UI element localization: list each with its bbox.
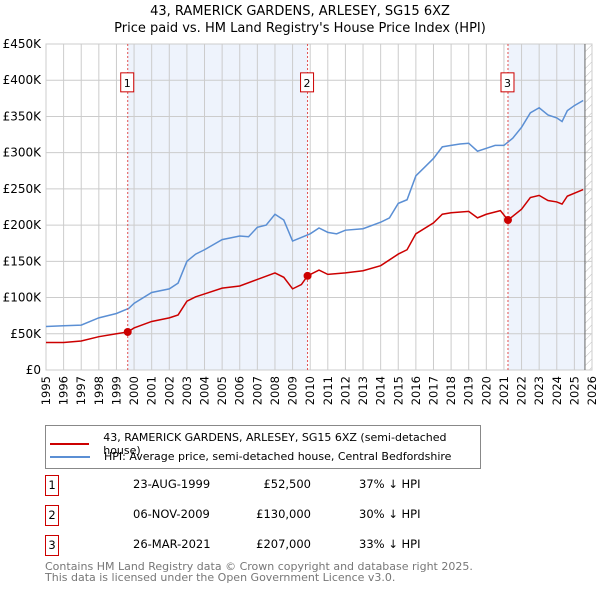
- y-tick-label: £150K: [3, 254, 43, 268]
- price-chart: 1995 1996 1997 1998 1999 2000 2001 2002 2003 2004…: [3, 37, 599, 405]
- sale-number: 3: [45, 535, 59, 556]
- sale-hpi-diff: 37% ↓ HPI: [359, 477, 421, 491]
- x-tick-label: 1995: [39, 376, 53, 405]
- sale-price: £130,000: [256, 507, 311, 521]
- y-tick-label: £0: [26, 363, 41, 377]
- sale-point: [303, 271, 312, 280]
- x-tick-label: 2008: [268, 376, 282, 405]
- legend-swatch-blue: [50, 455, 90, 458]
- x-tick-label: 2016: [409, 376, 423, 405]
- sale-date: 26-MAR-2021: [133, 537, 211, 551]
- x-tick-label: 2023: [532, 376, 546, 405]
- series-line: [46, 188, 584, 344]
- x-tick-label: 2006: [233, 376, 247, 405]
- sale-number: 1: [45, 475, 59, 496]
- sale-marker-box: [120, 72, 135, 93]
- sale-marker-label: 1: [124, 77, 131, 90]
- x-tick-label: 2013: [356, 376, 370, 405]
- footer-copyright: Contains HM Land Registry data © Crown c…: [45, 560, 473, 573]
- sale-hpi-diff: 30% ↓ HPI: [359, 507, 421, 521]
- x-tick-label: 2012: [338, 376, 352, 405]
- x-tick-label: 2005: [215, 376, 229, 405]
- x-tick-label: 2002: [162, 376, 176, 405]
- x-tick-label: 2001: [145, 376, 159, 405]
- x-tick-label: 2010: [303, 376, 317, 405]
- x-tick-label: 1996: [57, 376, 71, 405]
- table-row: 2 06-NOV-2009 £130,000 30% ↓ HPI: [45, 505, 445, 526]
- sale-point: [503, 216, 512, 225]
- legend-label: 43, RAMERICK GARDENS, ARLESEY, SG15 6XZ …: [103, 431, 447, 457]
- x-tick-label: 2017: [426, 376, 440, 405]
- y-tick-label: £100K: [3, 291, 43, 305]
- sale-marker-box: [300, 72, 315, 93]
- sale-point: [123, 327, 132, 336]
- sale-date: 06-NOV-2009: [133, 507, 210, 521]
- plot-border: [45, 43, 593, 371]
- shaded-region: [127, 44, 308, 370]
- y-tick-label: £300K: [3, 146, 43, 160]
- x-tick-label: 2024: [550, 376, 564, 405]
- y-tick-label: £200K: [3, 218, 43, 232]
- shaded-region: [507, 44, 585, 370]
- y-tick-label: £250K: [3, 182, 43, 196]
- sale-price: £207,000: [256, 537, 311, 551]
- x-tick-label: 2019: [462, 376, 476, 405]
- x-tick-label: 2026: [585, 376, 599, 405]
- footer: Contains HM Land Registry data © Crown c…: [45, 561, 473, 583]
- x-tick-label: 1999: [109, 376, 123, 405]
- sale-marker-label: 3: [504, 77, 511, 90]
- legend-swatch-red: [50, 443, 90, 445]
- x-tick-label: 2003: [180, 376, 194, 405]
- chart-subtitle: Price paid vs. HM Land Registry's House …: [114, 21, 486, 36]
- series-line: [45, 99, 584, 328]
- legend: 43, RAMERICK GARDENS, ARLESEY, SG15 6XZ …: [45, 425, 481, 469]
- x-tick-label: 2021: [497, 376, 511, 405]
- sale-hpi-diff: 33% ↓ HPI: [359, 537, 421, 551]
- legend-item-price: 43, RAMERICK GARDENS, ARLESEY, SG15 6XZ …: [50, 431, 480, 457]
- sale-number: 2: [45, 505, 59, 526]
- y-tick-label: £50K: [10, 327, 42, 341]
- y-tick-label: £400K: [3, 73, 43, 87]
- x-tick-label: 2022: [515, 376, 529, 405]
- x-tick-label: 2015: [391, 376, 405, 405]
- table-row: 1 23-AUG-1999 £52,500 37% ↓ HPI: [45, 475, 445, 496]
- x-tick-label: 2020: [479, 376, 493, 405]
- chart-title: 43, RAMERICK GARDENS, ARLESEY, SG15 6XZ: [150, 4, 450, 19]
- x-tick-label: 2000: [127, 376, 141, 405]
- forecast-hatch: [584, 44, 592, 370]
- footer-licence: This data is licensed under the Open Gov…: [45, 571, 396, 584]
- x-tick-label: 2004: [198, 376, 212, 405]
- x-tick-label: 2011: [321, 376, 335, 405]
- table-row: 3 26-MAR-2021 £207,000 33% ↓ HPI: [45, 535, 445, 556]
- x-tick-label: 1997: [74, 376, 88, 405]
- x-tick-label: 2009: [286, 376, 300, 405]
- x-tick-label: 2007: [250, 376, 264, 405]
- x-tick-label: 1998: [92, 376, 106, 405]
- y-tick-label: £450K: [3, 37, 43, 51]
- sale-date: 23-AUG-1999: [133, 477, 211, 491]
- sale-marker-box: [500, 72, 515, 93]
- x-tick-label: 2025: [567, 376, 581, 405]
- legend-item-hpi: HPI: Average price, semi-detached house,…: [50, 450, 451, 463]
- y-tick-label: £350K: [3, 109, 43, 123]
- x-tick-label: 2018: [444, 376, 458, 405]
- sale-price: £52,500: [263, 477, 311, 491]
- legend-label: HPI: Average price, semi-detached house,…: [104, 450, 452, 463]
- sale-marker-label: 2: [304, 77, 311, 90]
- x-tick-label: 2014: [374, 376, 388, 405]
